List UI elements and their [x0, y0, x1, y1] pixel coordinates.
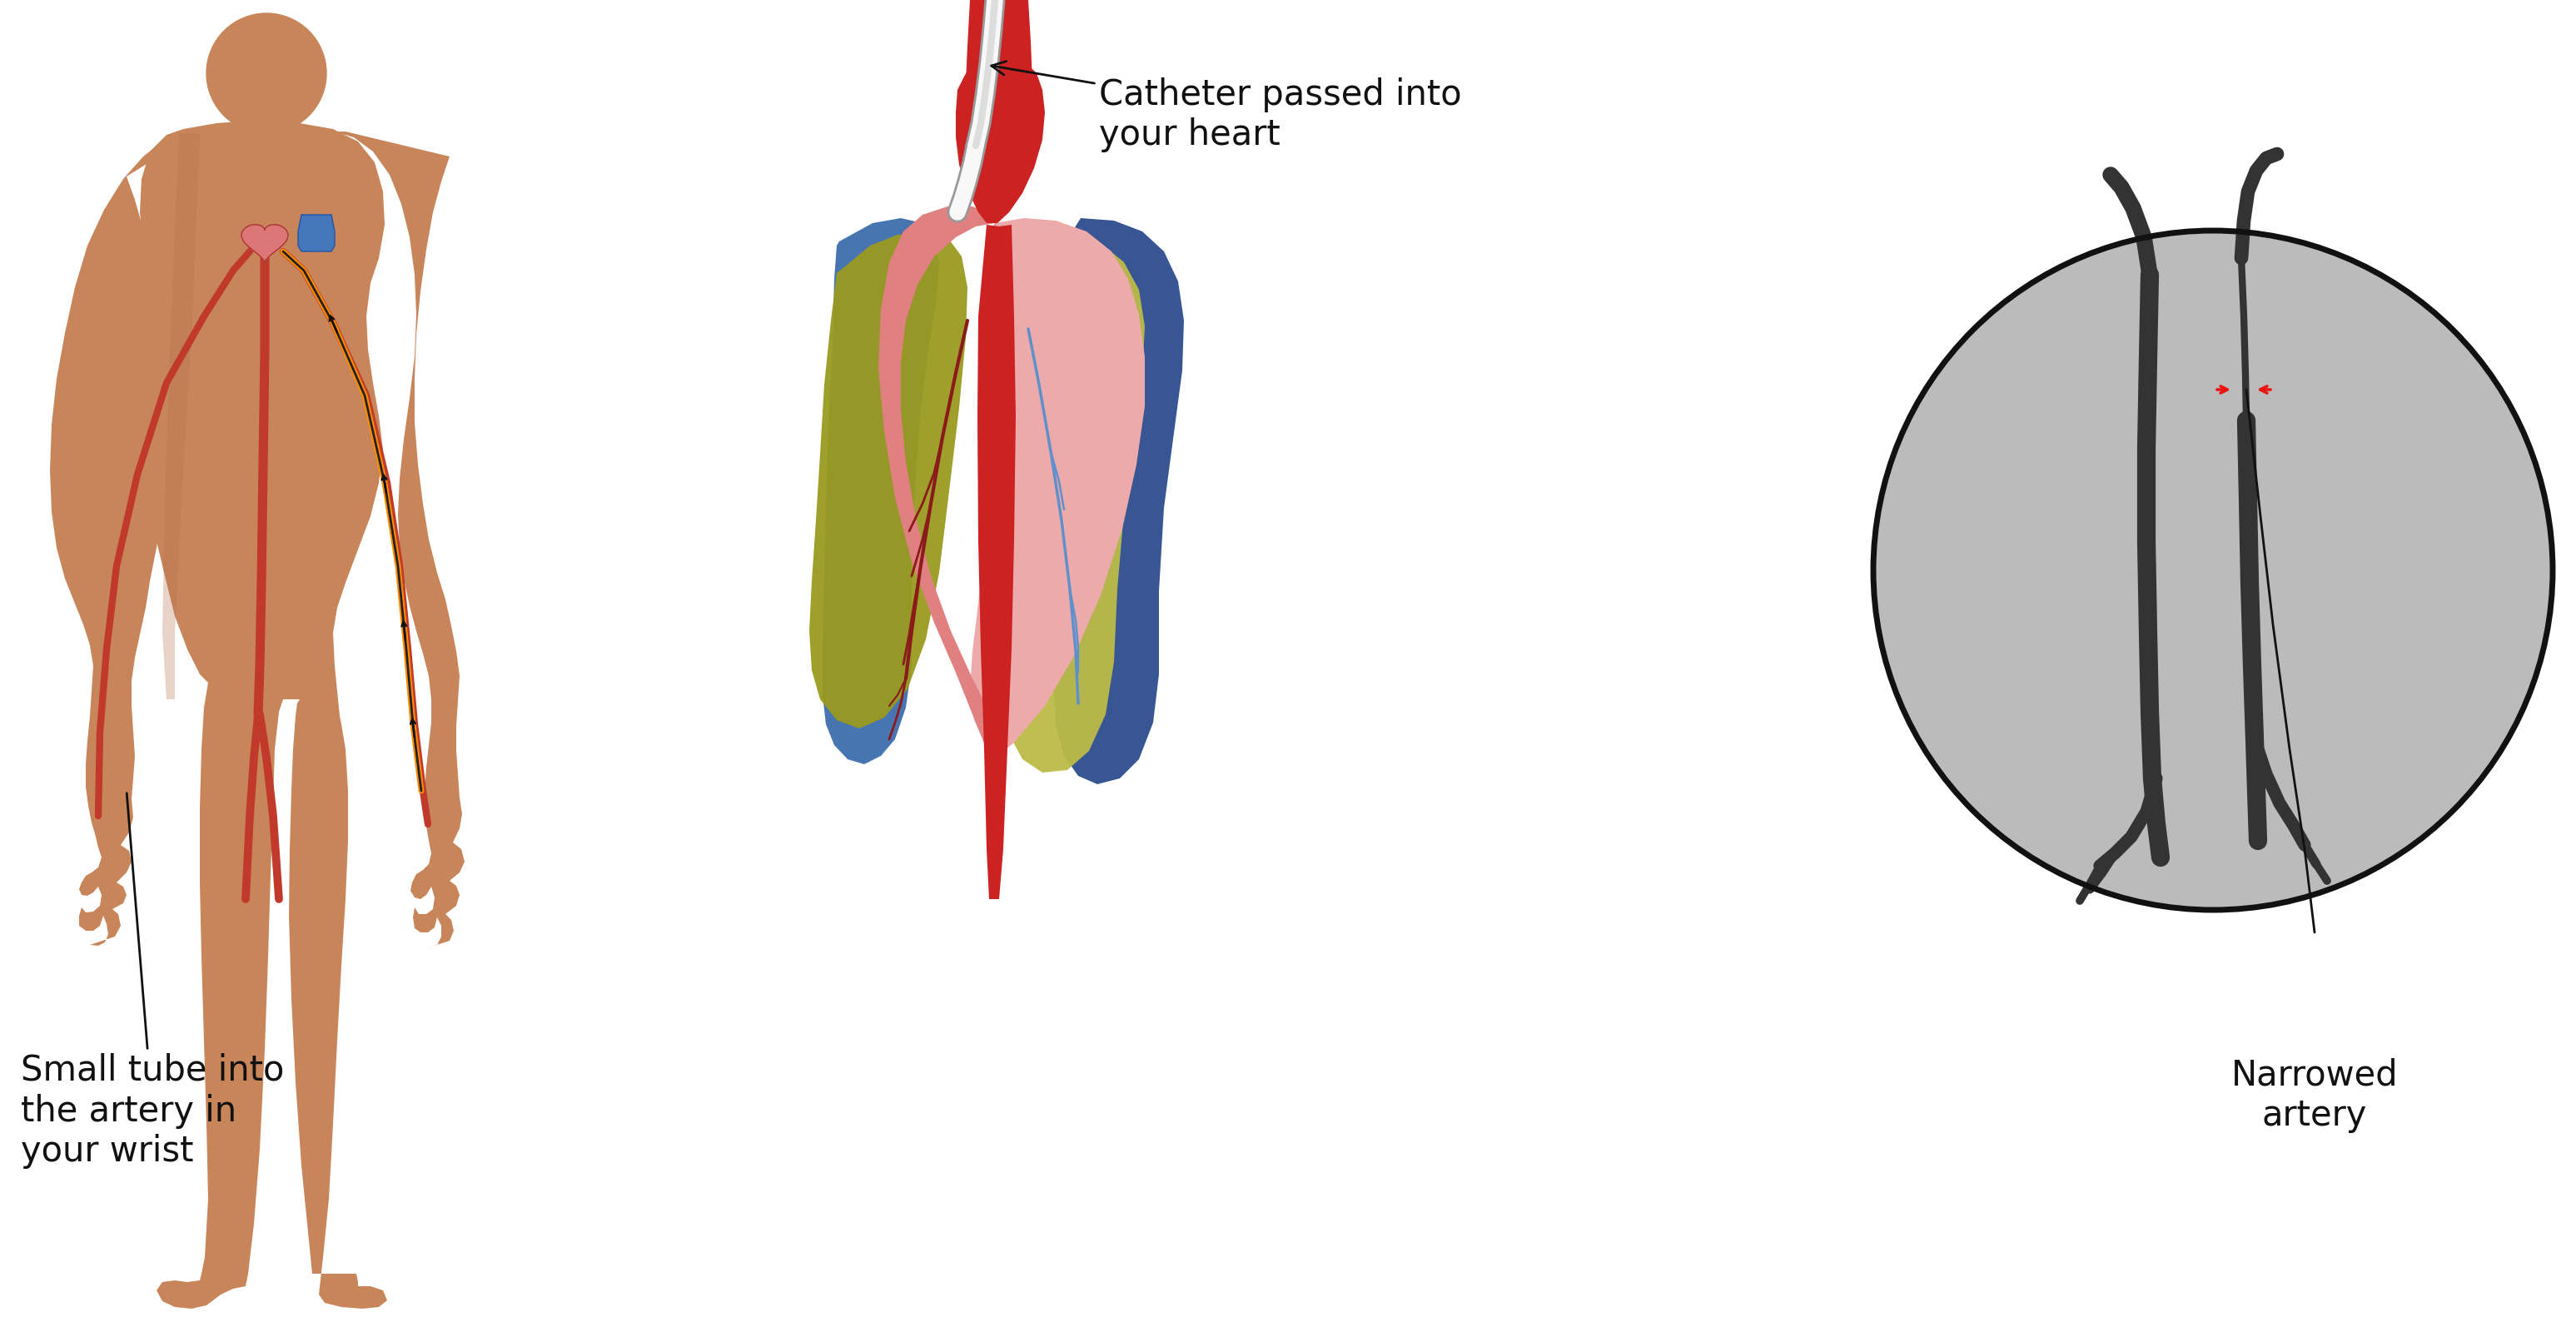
Polygon shape	[49, 131, 196, 946]
Circle shape	[1873, 231, 2553, 910]
Text: Catheter passed into
your heart: Catheter passed into your heart	[992, 61, 1461, 153]
Polygon shape	[878, 207, 999, 756]
Polygon shape	[1054, 218, 1185, 784]
Polygon shape	[956, 57, 1046, 223]
Text: Small tube into
the artery in
your wrist: Small tube into the artery in your wrist	[21, 794, 283, 1169]
Polygon shape	[234, 123, 299, 143]
Polygon shape	[822, 218, 940, 764]
Polygon shape	[971, 218, 1144, 756]
Text: Narrowed
artery: Narrowed artery	[2231, 1058, 2398, 1133]
Polygon shape	[1002, 230, 1144, 772]
Polygon shape	[966, 0, 1033, 190]
Polygon shape	[809, 231, 969, 729]
Polygon shape	[976, 224, 1015, 900]
Polygon shape	[335, 131, 464, 947]
Polygon shape	[162, 133, 201, 699]
Circle shape	[206, 13, 327, 133]
Polygon shape	[137, 121, 386, 1308]
Polygon shape	[242, 224, 289, 263]
Polygon shape	[299, 215, 335, 251]
